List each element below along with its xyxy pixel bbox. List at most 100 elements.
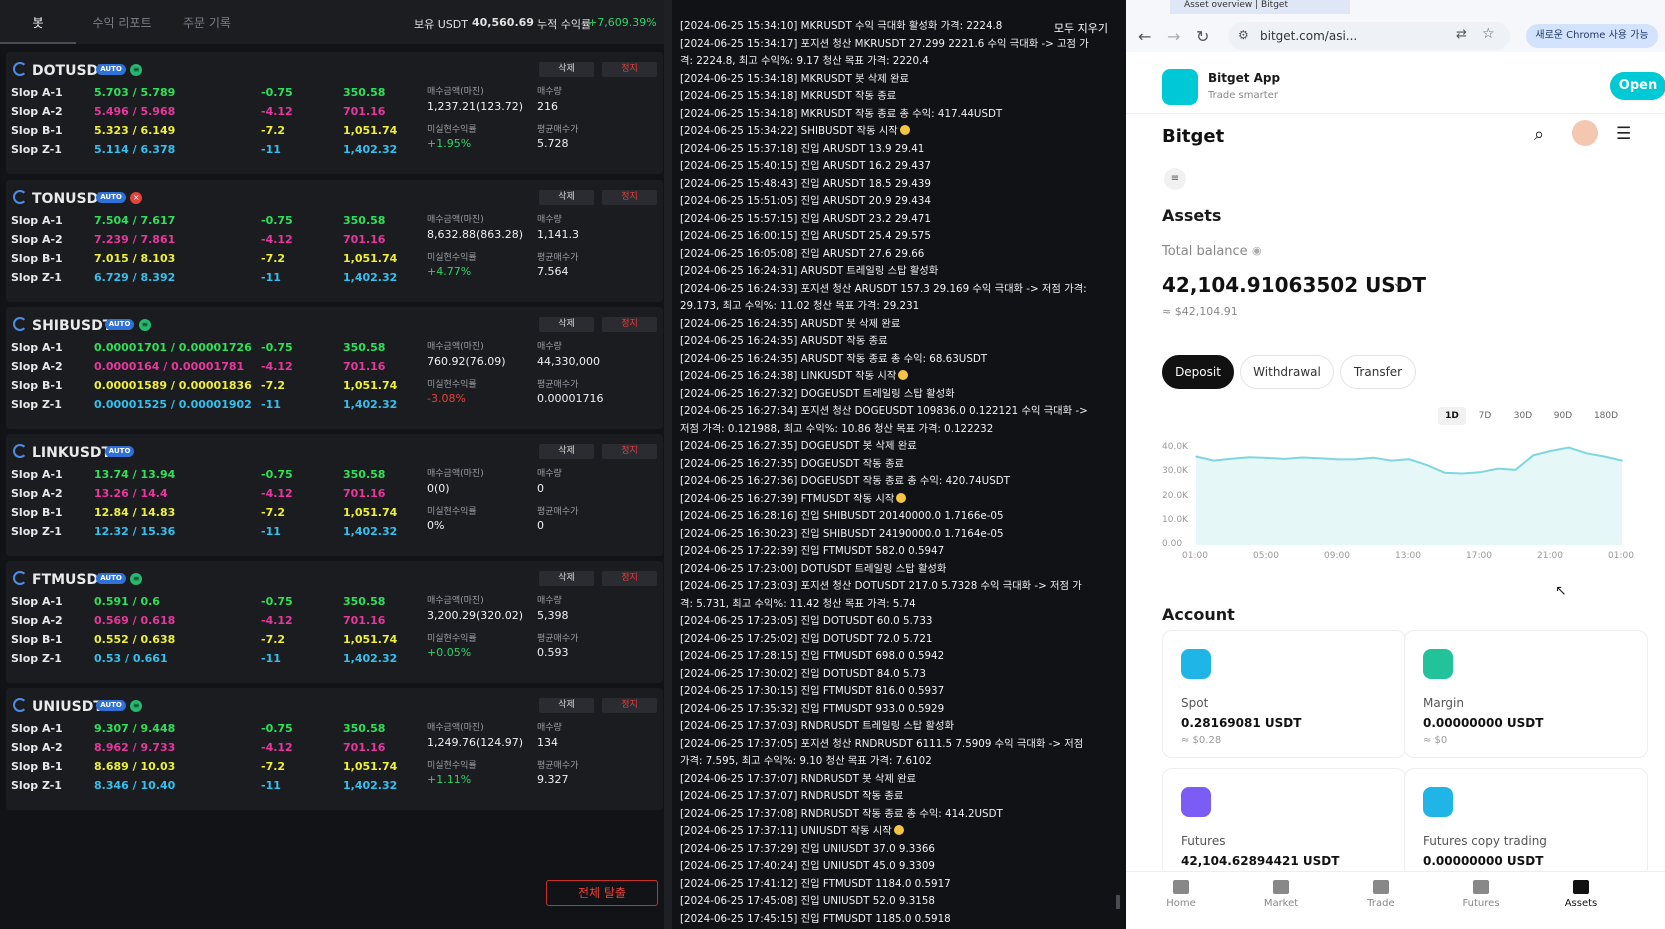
update-chrome-button[interactable]: 새로운 Chrome 사용 가능 <box>1526 24 1658 48</box>
slop-range: 9.307 / 9.448 <box>94 722 176 735</box>
x-tick-label: 09:00 <box>1324 551 1350 561</box>
account-value: 0.28169081 USDT <box>1181 716 1302 730</box>
auto-badge: AUTO <box>96 700 126 711</box>
thumbs-up-icon <box>898 370 909 380</box>
avg-price-label: 평균매수가 <box>537 634 579 644</box>
slop-amount: 350.58 <box>343 468 386 481</box>
stop-button[interactable]: 정지 <box>602 698 657 713</box>
clear-log-button[interactable]: 모두 지우기 <box>1053 22 1108 35</box>
log-text: [2024-06-25 17:35:32] 진입 FTMUSDT 933.0 0… <box>680 702 945 715</box>
account-card-spot[interactable]: Spot 0.28169081 USDT ≈ $0.28 <box>1162 630 1406 758</box>
invest-value: 1,249.76(124.97) <box>427 736 524 749</box>
log-line: [2024-06-25 15:34:18] MKRUSDT 작동 종료 총 수익… <box>680 106 1092 124</box>
slop-range: 8.689 / 10.03 <box>94 760 176 773</box>
slop-range: 0.569 / 0.618 <box>94 614 176 627</box>
account-value: 0.00000000 USDT <box>1423 716 1544 730</box>
log-text: [2024-06-25 16:28:16] 진입 SHIBUSDT 201400… <box>680 510 1004 522</box>
transfer-button[interactable]: Transfer <box>1340 355 1416 389</box>
menu-icon[interactable]: ☰ <box>1616 124 1632 144</box>
range-180d[interactable]: 180D <box>1593 411 1619 421</box>
stop-button[interactable]: 정지 <box>602 444 657 459</box>
nav-assets[interactable]: Assets <box>1536 872 1626 909</box>
log-text: [2024-06-25 17:37:03] RNDRUSDT 트레일링 스탑 활… <box>680 720 954 732</box>
deposit-button[interactable]: Deposit <box>1162 355 1234 389</box>
delete-button[interactable]: 삭제 <box>539 62 594 77</box>
range-30d[interactable]: 30D <box>1513 411 1533 421</box>
chart-point <box>1461 472 1464 475</box>
log-line: [2024-06-25 16:27:32] DOGEUSDT 트레일링 스탑 활… <box>680 386 1092 404</box>
delete-button[interactable]: 삭제 <box>539 190 594 205</box>
log-text: [2024-06-25 15:57:15] 진입 ARUSDT 23.2 29.… <box>680 212 931 225</box>
search-icon[interactable]: ⌕ <box>1534 124 1545 145</box>
slop-label: Slop A-1 <box>11 722 63 735</box>
delete-button[interactable]: 삭제 <box>539 698 594 713</box>
delete-button[interactable]: 삭제 <box>539 571 594 586</box>
delete-button[interactable]: 삭제 <box>539 317 594 332</box>
range-90d[interactable]: 90D <box>1553 411 1573 421</box>
stop-button[interactable]: 정지 <box>602 571 657 586</box>
account-card-margin[interactable]: Margin 0.00000000 USDT ≈ $0 <box>1404 630 1648 758</box>
sidebar-toggle-icon[interactable]: ≡ <box>1164 168 1186 190</box>
bookmark-icon[interactable]: ☆ <box>1482 26 1495 42</box>
nav-home[interactable]: Home <box>1136 872 1226 909</box>
reload-icon[interactable]: ↻ <box>1196 27 1210 46</box>
slop-range: 0.591 / 0.6 <box>94 595 160 608</box>
nav-market[interactable]: Market <box>1236 872 1326 909</box>
log-text: [2024-06-25 15:37:18] 진입 ARUSDT 13.9 29.… <box>680 142 925 155</box>
slop-label: Slop A-2 <box>11 233 63 246</box>
log-text: [2024-06-25 17:45:15] 진입 FTMUSDT 1185.0 … <box>680 912 951 925</box>
chart-point <box>1496 467 1499 470</box>
chevron-down-icon[interactable]: ⌄ <box>1392 275 1404 291</box>
log-text: [2024-06-25 17:37:07] RNDRUSDT 봇 삭제 완료 <box>680 772 917 785</box>
range-1d[interactable]: 1D <box>1438 407 1466 425</box>
tab-bot[interactable]: 봇 <box>0 0 76 44</box>
mouse-cursor-icon: ↖ <box>1555 583 1567 599</box>
stop-button[interactable]: 정지 <box>602 317 657 332</box>
slop-range: 0.00001701 / 0.00001726 <box>94 341 252 354</box>
log-scrollbar[interactable] <box>1116 895 1120 909</box>
site-info-icon[interactable]: ⚙ <box>1238 28 1249 42</box>
nav-futures[interactable]: Futures <box>1436 872 1526 909</box>
log-text: [2024-06-25 16:24:31] ARUSDT 트레일링 스탑 활성화 <box>680 265 939 277</box>
log-panel: 모두 지우기 [2024-06-25 15:34:10] MKRUSDT 수익 … <box>664 0 1126 929</box>
address-bar[interactable]: ⚙ bitget.com/asi... ⇄ ☆ <box>1228 22 1510 50</box>
chart-point <box>1283 458 1286 460</box>
bitget-logo[interactable]: Bitget <box>1162 126 1225 147</box>
eye-icon[interactable]: ◉ <box>1252 244 1262 257</box>
back-icon[interactable]: ← <box>1138 27 1152 46</box>
log-line: [2024-06-25 17:41:12] 진입 FTMUSDT 1184.0 … <box>680 876 1092 894</box>
translate-icon[interactable]: ⇄ <box>1456 27 1467 42</box>
log-line: [2024-06-25 16:27:36] DOGEUSDT 작동 종료 총 수… <box>680 473 1092 491</box>
slop-amount: 1,051.74 <box>343 252 398 265</box>
stop-button[interactable]: 정지 <box>602 62 657 77</box>
log-text: [2024-06-25 16:27:35] DOGEUSDT 봇 삭제 완료 <box>680 440 917 452</box>
nav-trade[interactable]: Trade <box>1336 872 1426 909</box>
avatar[interactable] <box>1572 120 1598 146</box>
withdrawal-button[interactable]: Withdrawal <box>1240 355 1334 389</box>
log-text: [2024-06-25 16:27:36] DOGEUSDT 작동 종료 총 수… <box>680 475 1010 487</box>
slop-amount: 1,402.32 <box>343 779 398 792</box>
bot-panel: 봇 수익 리포트 주문 기록 보유 USDT 40,560.69 누적 수익률 … <box>0 0 680 929</box>
tab-profit-report[interactable]: 수익 리포트 <box>92 16 152 30</box>
account-icon <box>1181 787 1211 817</box>
slop-range: 13.26 / 14.4 <box>94 487 168 500</box>
forward-icon[interactable]: → <box>1167 27 1181 46</box>
chart-point <box>1230 457 1233 460</box>
unrealized-value: 0% <box>427 519 445 532</box>
exit-all-button[interactable]: 전체 탈출 <box>546 880 658 906</box>
log-text: [2024-06-25 15:34:18] MKRUSDT 작동 종료 <box>680 90 897 102</box>
slop-amount: 1,051.74 <box>343 760 398 773</box>
open-app-button[interactable]: Open <box>1610 72 1665 100</box>
range-7d[interactable]: 7D <box>1478 411 1492 421</box>
slop-label: Slop Z-1 <box>11 525 62 538</box>
slop-percent: -4.12 <box>261 741 293 754</box>
browser-chrome: Asset overview | Bitget ← → ↻ ⚙ bitget.c… <box>1126 0 1665 52</box>
delete-button[interactable]: 삭제 <box>539 444 594 459</box>
assets-icon <box>1573 880 1589 894</box>
stop-button[interactable]: 정지 <box>602 190 657 205</box>
slop-percent: -4.12 <box>261 487 293 500</box>
browser-tab-active[interactable]: Asset overview | Bitget <box>1170 0 1350 14</box>
tab-order-history[interactable]: 주문 기록 <box>183 16 231 30</box>
